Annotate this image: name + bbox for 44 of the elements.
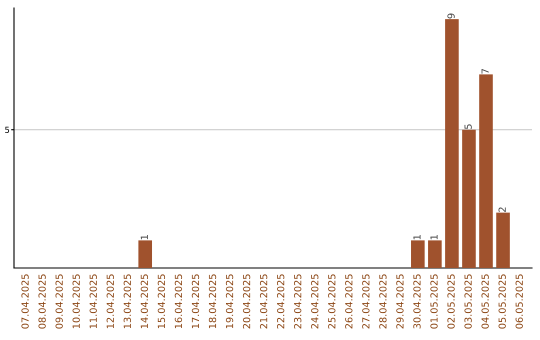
x-tick-label: 03.05.2025 [464,274,472,329]
x-tick-label: 16.04.2025 [174,274,182,328]
x-tick-label: 13.04.2025 [124,274,131,328]
data-label: 5 [464,124,472,129]
data-label: 2 [498,207,506,212]
x-tick-label: 04.05.2025 [481,274,489,329]
x-tick-label: 01.05.2025 [430,274,438,329]
x-tick-label: 30.04.2025 [413,274,421,328]
data-label: 1 [413,235,421,240]
x-tick-label: 14.04.2025 [140,274,148,328]
x-tick-label: 15.04.2025 [158,274,166,328]
x-tick-label: 22.04.2025 [276,274,284,329]
bar [479,74,493,268]
x-tick-label: 21.04.2025 [260,274,268,329]
x-tick-label: 17.04.2025 [192,274,200,328]
x-tick-label: 25.04.2025 [328,274,336,329]
x-tick-label: 24.04.2025 [311,274,318,329]
x-tick-label: 06.05.2025 [516,274,523,329]
x-tick-label: 18.04.2025 [208,274,216,328]
x-tick-label: 02.05.2025 [447,274,455,329]
data-label: 7 [482,69,489,74]
x-tick-label: 11.04.2025 [90,274,97,328]
x-tick-label: 08.04.2025 [38,274,46,329]
x-tick-label: 20.04.2025 [242,274,250,329]
x-tick-label: 09.04.2025 [55,274,63,329]
data-label: 1 [430,235,438,240]
x-tick-label: 28.04.2025 [379,274,387,329]
x-tick-label: 05.05.2025 [498,274,506,329]
x-tick-label: 10.04.2025 [72,274,80,328]
data-label: 1 [140,235,148,240]
bar [496,212,510,268]
data-label: 9 [447,14,455,18]
x-tick-label: 29.04.2025 [396,274,404,329]
bar [428,240,442,268]
x-tick-label: 27.04.2025 [362,274,370,329]
x-tick-label: 19.04.2025 [226,274,234,328]
bar [445,19,459,268]
x-tick-label: 26.04.2025 [345,274,352,329]
x-tick-label: 12.04.2025 [106,274,114,328]
x-tick-label: 07.04.2025 [21,274,29,329]
bar [138,240,152,268]
bar [411,240,425,268]
bar [462,130,476,268]
x-tick-label: 23.04.2025 [294,274,302,329]
